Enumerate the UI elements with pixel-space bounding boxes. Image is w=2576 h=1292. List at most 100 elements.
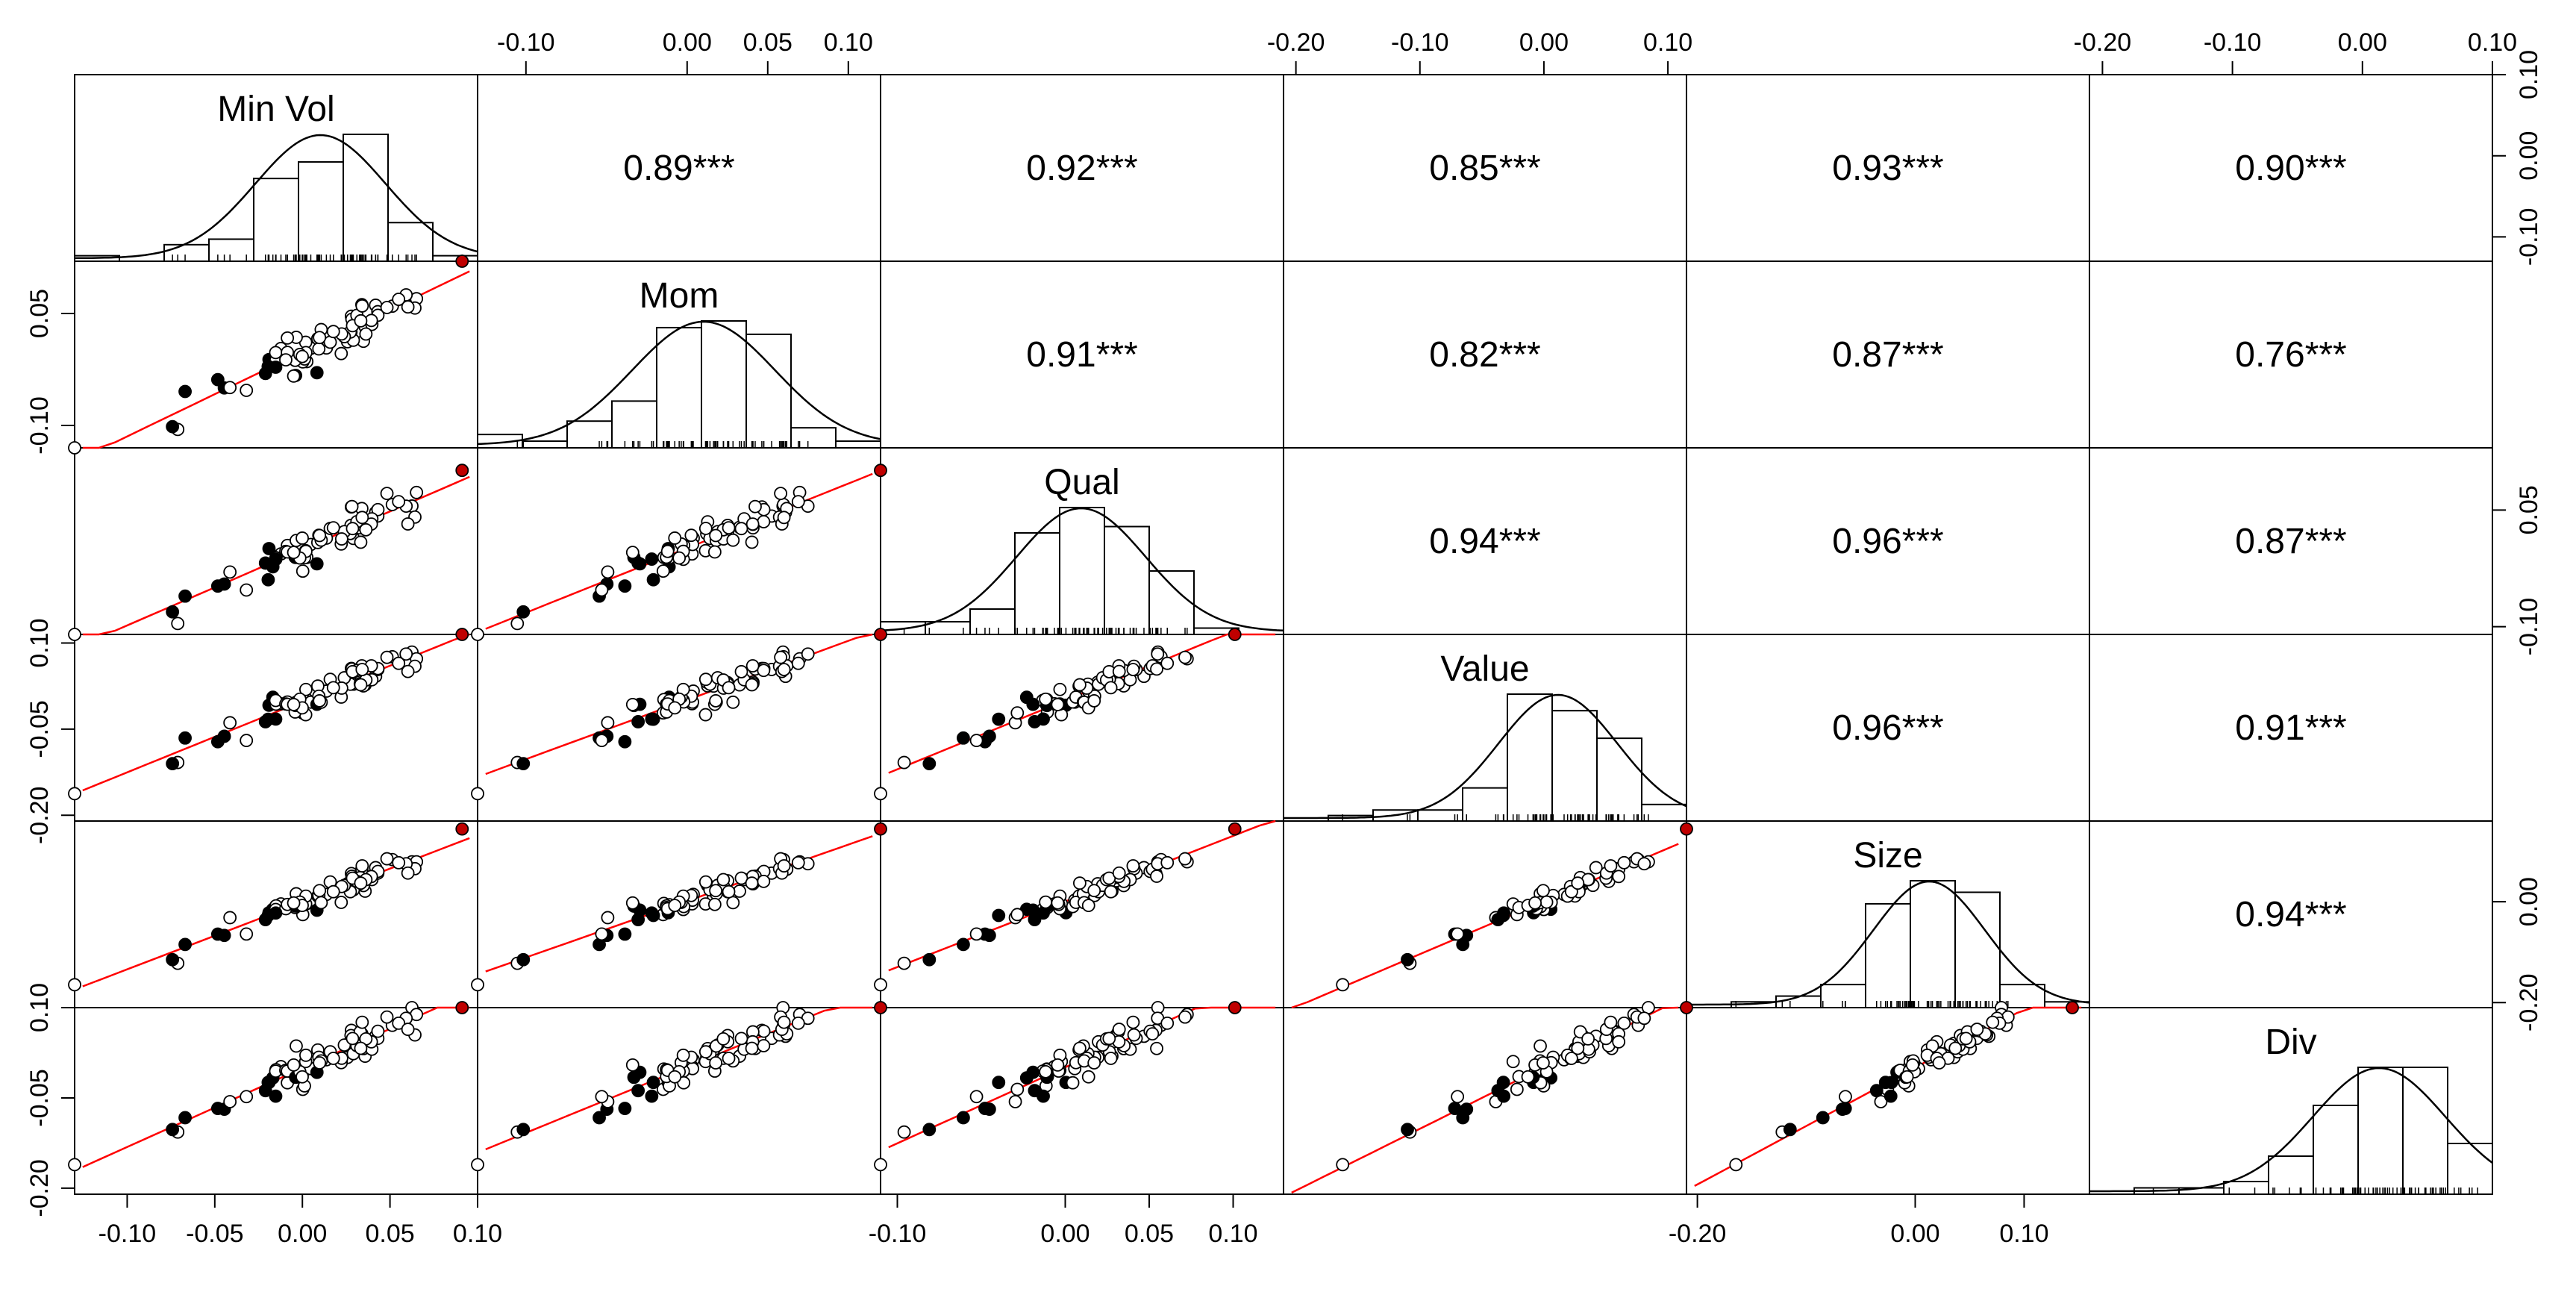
histogram-bar — [566, 420, 613, 449]
density-curve — [74, 134, 478, 260]
scatter-point — [223, 716, 237, 730]
scatter-point — [471, 628, 484, 641]
scatter-point — [726, 533, 740, 547]
scatter-point — [707, 545, 722, 559]
scatter-point — [380, 1010, 394, 1024]
histogram-bar — [522, 440, 568, 449]
scatter-point — [401, 866, 415, 880]
scatter-point — [716, 1032, 731, 1046]
scatter-point — [734, 522, 748, 536]
scatter-point — [380, 650, 394, 664]
tick-label: 0.10 — [1643, 28, 1692, 57]
scatter-point — [897, 755, 911, 770]
scatter-point — [471, 787, 484, 801]
correlation-label-qual-div: 0.87*** — [2235, 522, 2346, 561]
scatter-point — [326, 1052, 340, 1065]
scatter-point — [399, 647, 413, 661]
scatter-point — [897, 956, 911, 970]
tick-label: -0.20 — [1669, 1220, 1727, 1248]
scatter-point — [171, 617, 185, 631]
scatter-point — [757, 1039, 771, 1052]
scatter-point — [1571, 1041, 1585, 1055]
scatter-point — [969, 734, 984, 747]
scatter-point — [1401, 1123, 1414, 1137]
scatter-point — [1680, 1001, 1693, 1014]
correlation-label-min-vol-value: 0.85*** — [1429, 149, 1540, 188]
scatter-point — [745, 517, 760, 531]
scatter-point — [1839, 1090, 1852, 1104]
scatter-point — [269, 361, 283, 374]
density-curve — [1686, 880, 2090, 1006]
scatter-point — [757, 515, 771, 528]
histogram-bar — [1462, 787, 1508, 823]
scatter-point — [1037, 712, 1050, 726]
scatter-point — [401, 517, 415, 531]
histogram-bar — [432, 255, 478, 263]
scatter-point — [516, 1123, 531, 1137]
scatter-point — [1497, 906, 1511, 920]
histogram-bar — [2313, 1105, 2359, 1195]
scatter-point — [874, 787, 887, 801]
scatter-point — [2066, 1001, 2079, 1014]
scatter-point — [595, 583, 609, 597]
scatter-point — [240, 1090, 254, 1104]
histogram-bar — [298, 160, 344, 262]
scatter-panel-size-min-vol — [68, 822, 470, 992]
scatter-point — [1906, 1058, 1919, 1072]
scatter-point — [240, 734, 254, 747]
tick-label: -0.10 — [99, 1220, 157, 1248]
scatter-point — [1336, 1158, 1350, 1172]
scatter-point — [757, 664, 771, 678]
tick-label: -0.20 — [1267, 28, 1325, 57]
scatter-point — [625, 546, 640, 560]
density-curve — [1284, 693, 1687, 820]
scatter-point — [1104, 681, 1118, 695]
scatter-point — [1010, 706, 1025, 720]
scatter-point — [68, 628, 81, 641]
tick-label: 0.00 — [1890, 1220, 1939, 1248]
histogram-bar — [1999, 984, 2045, 1009]
scatter-point — [992, 1076, 1006, 1090]
histogram-bar — [1820, 984, 1866, 1009]
scatter-point — [510, 617, 525, 631]
histogram-bar — [163, 243, 210, 262]
scatter-point — [326, 325, 340, 339]
scatter-point — [287, 546, 301, 560]
tick-label: 0.00 — [2338, 28, 2387, 57]
scatter-point — [210, 579, 225, 593]
variable-label-value: Value — [1440, 649, 1529, 689]
panel-frame-size-qual — [880, 820, 1284, 1008]
scatter-point — [312, 342, 326, 356]
tick-label: -0.20 — [25, 1159, 54, 1217]
histogram-bar — [2402, 1067, 2448, 1195]
histogram-bar — [1910, 880, 1956, 1008]
scatter-point — [354, 678, 368, 692]
scatter-point — [269, 712, 283, 726]
histogram-bar — [2223, 1181, 2269, 1195]
scatter-panel-qual-min-vol — [68, 464, 470, 641]
scatter-point — [516, 605, 531, 619]
axis-left-div: -0.20 -0.05 0.10 — [25, 983, 75, 1217]
scatter-point — [1178, 1010, 1192, 1024]
correlation-label-mom-value: 0.82*** — [1429, 335, 1540, 375]
scatter-point — [326, 521, 340, 535]
axis-left-value: -0.20 -0.05 0.10 — [25, 618, 75, 844]
tick-label: 0.10 — [2515, 50, 2543, 99]
scatter-point — [262, 542, 276, 555]
scatter-point — [516, 757, 531, 771]
scatter-point — [290, 1039, 303, 1053]
scatter-point — [455, 822, 469, 836]
scatter-point — [299, 1048, 313, 1062]
tick-label: 0.05 — [1125, 1220, 1174, 1248]
scatter-point — [380, 487, 394, 501]
tick-label: 0.10 — [1208, 1220, 1257, 1248]
scatter-point — [313, 1056, 327, 1070]
scatter-point — [210, 1102, 225, 1115]
histogram-min-vol — [74, 134, 478, 263]
scatter-point — [733, 884, 746, 898]
scatter-point — [722, 884, 736, 899]
histogram-mom — [477, 320, 881, 449]
density-curve — [477, 320, 881, 446]
scatter-panel-size-mom — [471, 822, 887, 992]
scatter-point — [668, 701, 682, 715]
